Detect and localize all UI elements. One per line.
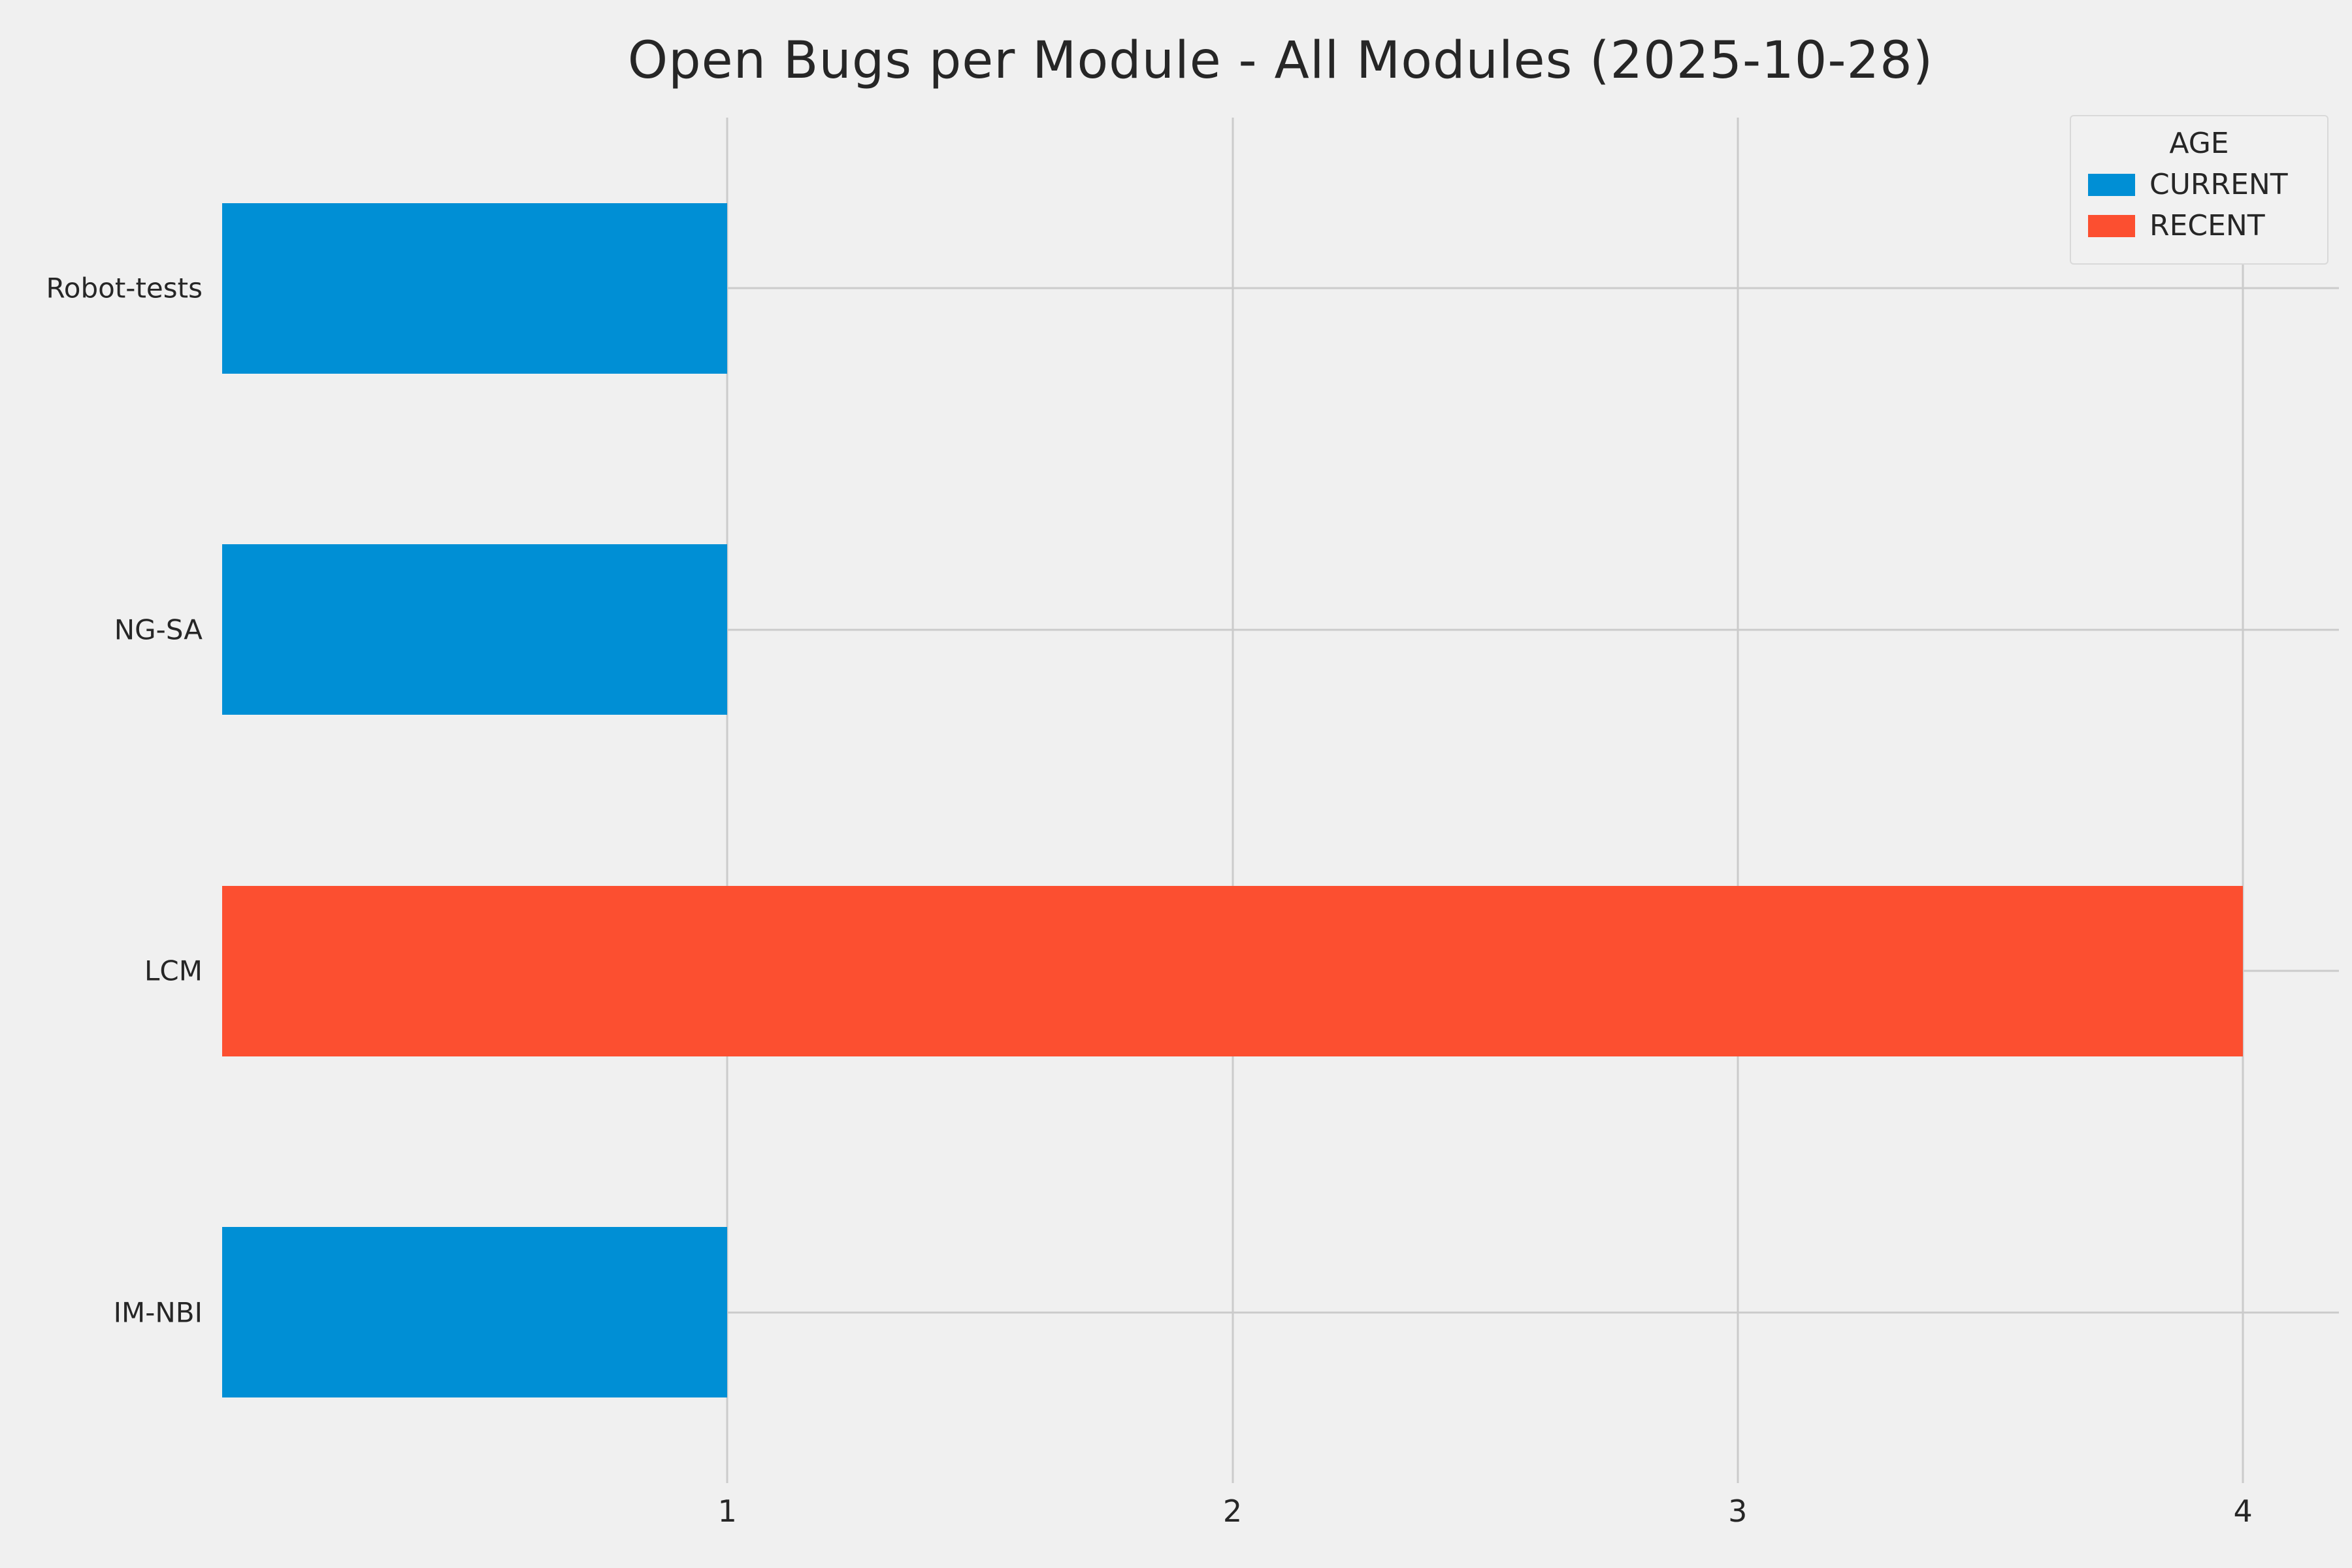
y-axis-label-robot-tests: Robot-tests (46, 272, 203, 304)
bar-robot-tests (222, 203, 728, 374)
legend-title: AGE (2169, 127, 2229, 160)
bar-im-nbi (222, 1227, 728, 1398)
horizontal-gridline (222, 1311, 2339, 1314)
y-axis-labels: Robot-tests NG-SA LCM IM-NBI (0, 118, 203, 1483)
legend-entry-current: CURRENT (2088, 168, 2310, 201)
y-axis-label-ng-sa: NG-SA (114, 613, 203, 646)
bar-lcm (222, 885, 2244, 1056)
legend-swatch-current (2088, 173, 2135, 196)
legend-swatch-recent (2088, 214, 2135, 237)
horizontal-gridline (222, 287, 2339, 289)
bar-ng-sa (222, 544, 728, 715)
vertical-gridline (2242, 118, 2244, 1483)
vertical-gridline (1737, 118, 1739, 1483)
x-axis-tick-label: 1 (717, 1494, 737, 1529)
x-axis-ticks: 1 2 3 4 (222, 1483, 2339, 1542)
plot-area (222, 118, 2339, 1483)
legend-label-current: CURRENT (2149, 168, 2288, 201)
x-axis-tick-label: 2 (1222, 1494, 1243, 1529)
y-axis-label-lcm: LCM (144, 955, 203, 987)
vertical-gridline (726, 118, 728, 1483)
legend-entries: CURRENT RECENT (2088, 168, 2310, 242)
vertical-gridline (1232, 118, 1234, 1483)
horizontal-gridline (222, 629, 2339, 631)
chart-title: Open Bugs per Module - All Modules (2025… (627, 31, 1934, 90)
x-axis-tick-label: 4 (2233, 1494, 2253, 1529)
legend: AGE CURRENT RECENT (2070, 115, 2328, 265)
legend-label-recent: RECENT (2149, 209, 2265, 242)
x-axis-tick-label: 3 (1728, 1494, 1748, 1529)
legend-entry-recent: RECENT (2088, 209, 2310, 242)
y-axis-label-im-nbi: IM-NBI (113, 1296, 203, 1329)
